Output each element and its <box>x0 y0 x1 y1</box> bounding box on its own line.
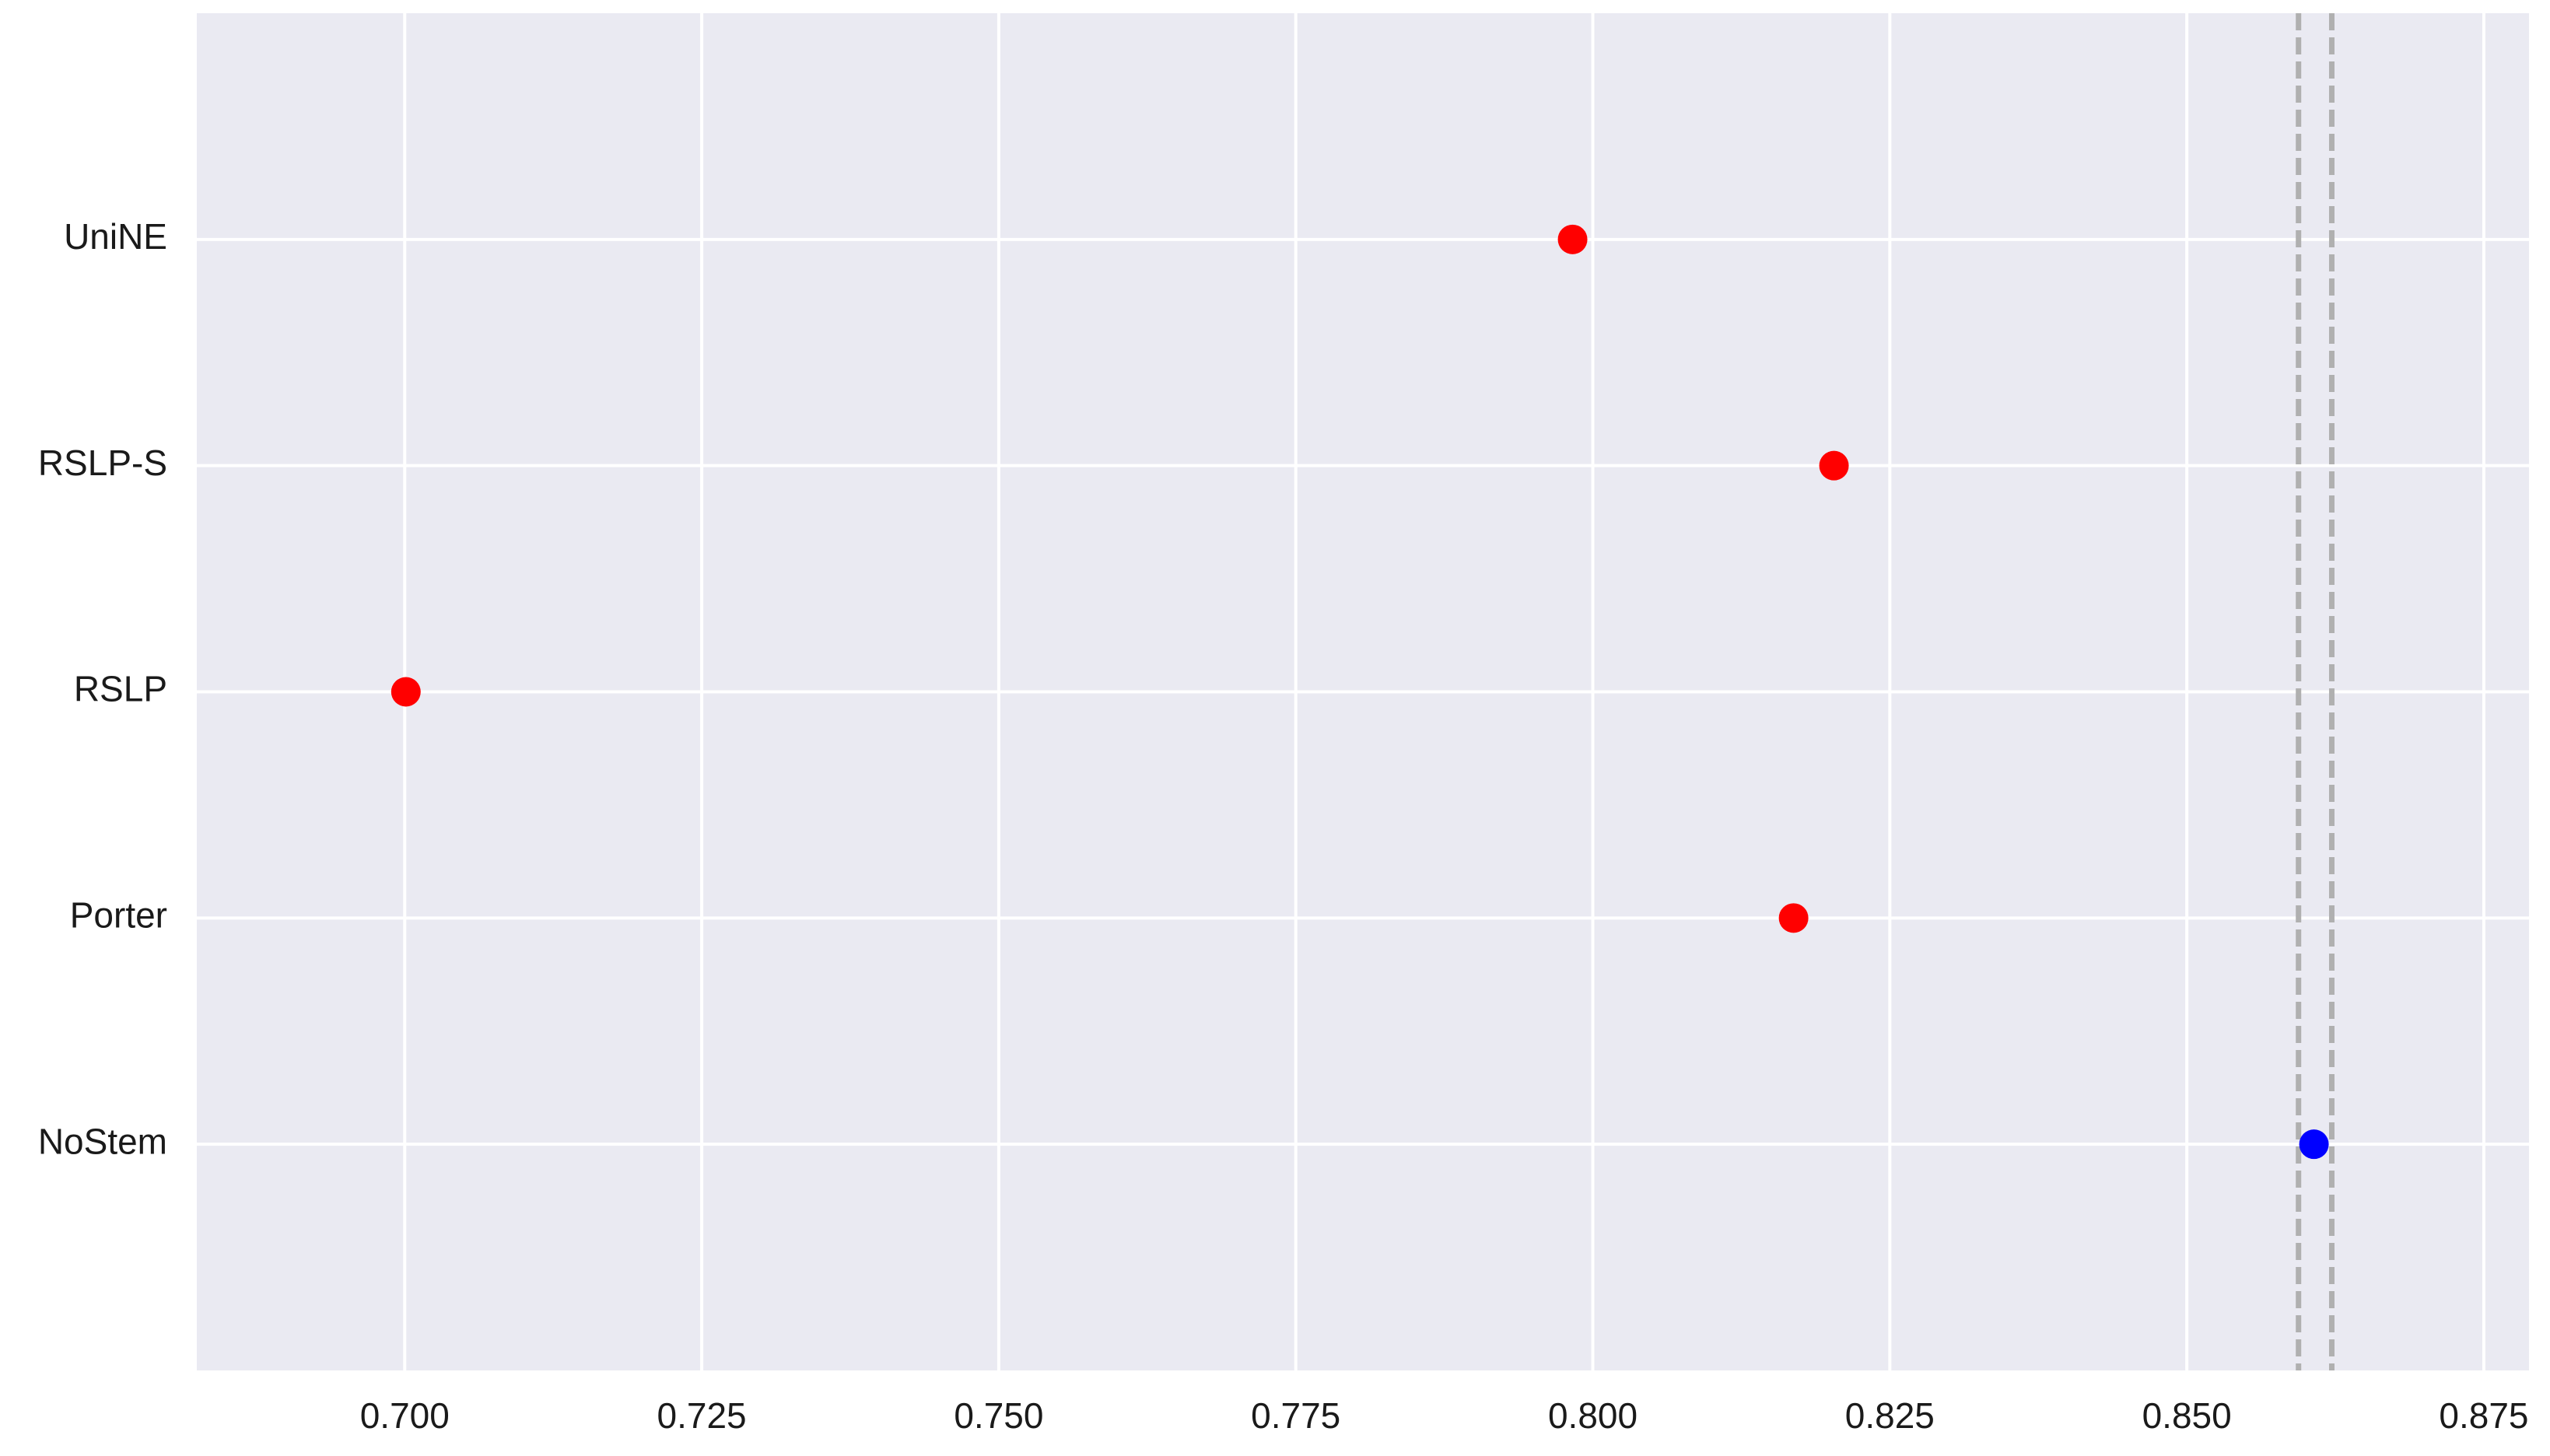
x-tick-label: 0.775 <box>1251 1395 1340 1436</box>
x-tick-label: 0.850 <box>2142 1395 2232 1436</box>
x-tick-label: 0.750 <box>954 1395 1043 1436</box>
dot <box>1557 224 1588 254</box>
x-tick-label: 0.700 <box>360 1395 450 1436</box>
dot <box>1819 450 1849 481</box>
dot <box>2299 1129 2329 1160</box>
y-tick-label: UniNE <box>64 216 167 257</box>
x-tick-label: 0.800 <box>1548 1395 1638 1436</box>
y-tick-label: RSLP <box>74 669 167 709</box>
x-tick-label: 0.725 <box>657 1395 747 1436</box>
dot <box>1778 903 1809 933</box>
y-tick-label: NoStem <box>38 1121 167 1161</box>
x-tick-label: 0.825 <box>1845 1395 1935 1436</box>
dot <box>391 677 421 707</box>
y-tick-label: RSLP-S <box>38 443 167 483</box>
y-tick-label: Porter <box>70 894 167 935</box>
x-tick-label: 0.875 <box>2439 1395 2528 1436</box>
